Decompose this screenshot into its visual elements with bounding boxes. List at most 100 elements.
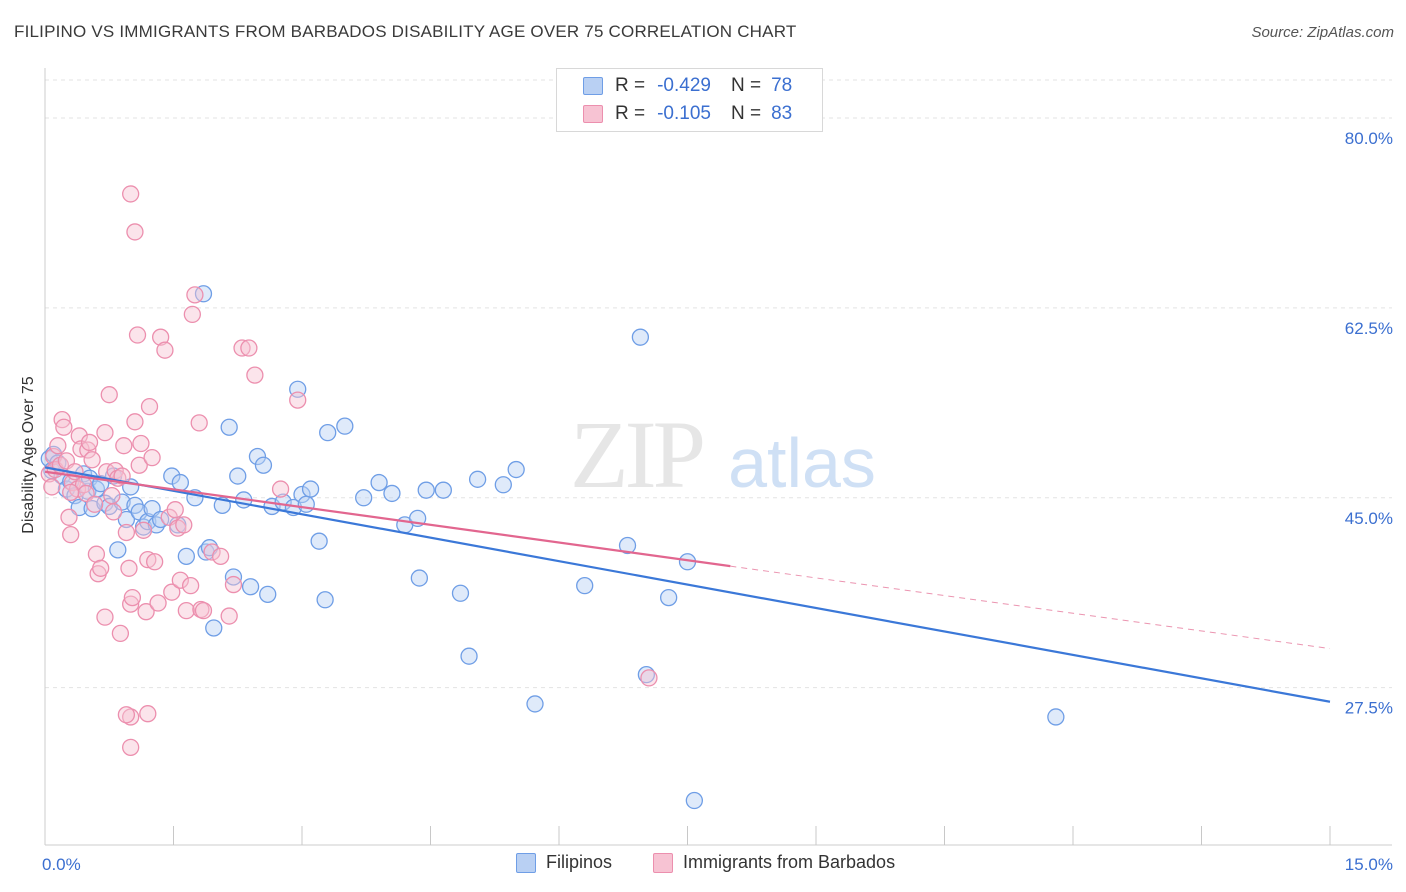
- barbados-point: [122, 738, 140, 756]
- barbados-point: [166, 501, 184, 519]
- filipinos-swatch: [516, 852, 536, 873]
- barbados-point: [163, 583, 181, 601]
- filipinos-point: [229, 467, 247, 485]
- filipinos-point: [220, 418, 238, 436]
- r-label: R =: [615, 75, 646, 96]
- filipinos-point: [109, 541, 127, 559]
- barbados-point: [181, 577, 200, 595]
- filipinos-point: [355, 489, 373, 507]
- barbados-point: [211, 547, 230, 566]
- x-tick-label: 0.0%: [42, 855, 81, 874]
- grid-lines: [45, 79, 1392, 689]
- x-tick-label: 15.0%: [1345, 855, 1393, 874]
- filipinos-point: [163, 467, 181, 485]
- y-tick-label: 27.5%: [1345, 699, 1393, 718]
- barbados-point: [156, 341, 174, 359]
- legend-label: Filipinos: [546, 852, 613, 872]
- y-tick-labels: 27.5% 45.0% 62.5% 80.0%: [1345, 129, 1393, 718]
- barbados-point: [100, 386, 118, 404]
- barbados-point: [103, 486, 121, 505]
- y-tick-label: 80.0%: [1345, 129, 1393, 148]
- legend-item-filipinos[interactable]: Filipinos: [516, 852, 612, 873]
- filipinos-point: [576, 577, 594, 595]
- filipinos-point: [301, 480, 320, 498]
- barbados-points: [40, 185, 658, 756]
- barbados-point: [117, 706, 136, 724]
- filipinos-point: [460, 647, 478, 665]
- watermark-zip: ZIP: [570, 401, 703, 508]
- barbados-trend-line: [44, 470, 731, 568]
- barbados-point: [115, 437, 133, 455]
- barbados-point: [120, 559, 138, 577]
- barbados-point: [177, 601, 196, 620]
- barbados-point: [128, 326, 147, 344]
- barbados-swatch: [653, 852, 673, 873]
- filipinos-point: [117, 510, 136, 529]
- chart-source: Source: ZipAtlas.com: [1251, 24, 1394, 41]
- barbados-point: [139, 705, 157, 723]
- barbados-point: [143, 448, 161, 467]
- filipinos-point: [507, 460, 525, 479]
- barbados-point: [49, 437, 67, 455]
- barbados-point: [111, 624, 130, 643]
- r-label: R =: [615, 103, 646, 124]
- filipinos-points: [40, 285, 1065, 810]
- barbados-point: [246, 366, 264, 384]
- barbados-point: [86, 495, 104, 513]
- legend-item-barbados[interactable]: Immigrants from Barbados: [653, 852, 895, 873]
- zipatlas-watermark: ZIP atlas: [570, 401, 876, 508]
- n-value: 83: [771, 103, 793, 124]
- barbados-point: [122, 595, 140, 613]
- barbados-point: [149, 594, 167, 612]
- barbados-point: [96, 608, 114, 626]
- barbados-point: [183, 305, 201, 324]
- legend-row-filipinos: R = -0.429 N = 78: [557, 72, 792, 100]
- barbados-point: [289, 391, 307, 409]
- barbados-swatch: [583, 105, 603, 123]
- n-label: N =: [730, 103, 762, 124]
- filipinos-point: [297, 495, 315, 513]
- barbados-point: [134, 521, 153, 539]
- barbados-point: [43, 478, 61, 496]
- filipinos-point: [410, 569, 429, 587]
- filipinos-point: [526, 695, 544, 713]
- barbados-point: [220, 607, 238, 625]
- barbados-point: [126, 223, 144, 241]
- barbados-point: [640, 669, 658, 687]
- filipinos-point: [451, 584, 470, 602]
- series-legend: Filipinos Immigrants from Barbados: [0, 852, 1406, 878]
- filipinos-point: [370, 473, 388, 492]
- legend-label: Immigrants from Barbados: [683, 852, 896, 872]
- filipinos-point: [205, 619, 223, 637]
- filipinos-point: [113, 493, 131, 511]
- watermark-atlas: atlas: [728, 424, 876, 502]
- barbados-point: [194, 601, 213, 620]
- barbados-point: [92, 559, 110, 577]
- filipinos-point: [293, 485, 311, 504]
- barbados-trend-extension: [730, 565, 1331, 650]
- filipinos-swatch: [583, 77, 603, 95]
- y-tick-label: 45.0%: [1345, 509, 1393, 528]
- filipinos-point: [177, 547, 196, 566]
- filipinos-point: [248, 447, 267, 466]
- barbados-point: [96, 424, 114, 442]
- filipinos-point: [618, 536, 637, 555]
- barbados-point: [80, 433, 99, 452]
- filipinos-point: [660, 588, 678, 607]
- filipinos-point: [336, 417, 354, 435]
- barbados-point: [62, 483, 80, 501]
- filipinos-point: [685, 791, 704, 810]
- barbados-point: [70, 427, 88, 445]
- correlation-legend: R = -0.429 N = 78 R = -0.105 N = 83: [556, 68, 823, 132]
- barbados-point: [190, 414, 208, 432]
- barbados-point: [72, 440, 90, 458]
- barbados-point: [175, 516, 193, 534]
- filipinos-point: [241, 578, 260, 596]
- filipinos-point: [383, 484, 401, 503]
- barbados-point: [146, 553, 164, 571]
- barbados-point: [130, 456, 148, 474]
- trend-lines: [44, 466, 1331, 703]
- filipinos-point: [468, 470, 487, 488]
- n-value: 78: [771, 75, 793, 96]
- filipinos-point: [254, 456, 273, 474]
